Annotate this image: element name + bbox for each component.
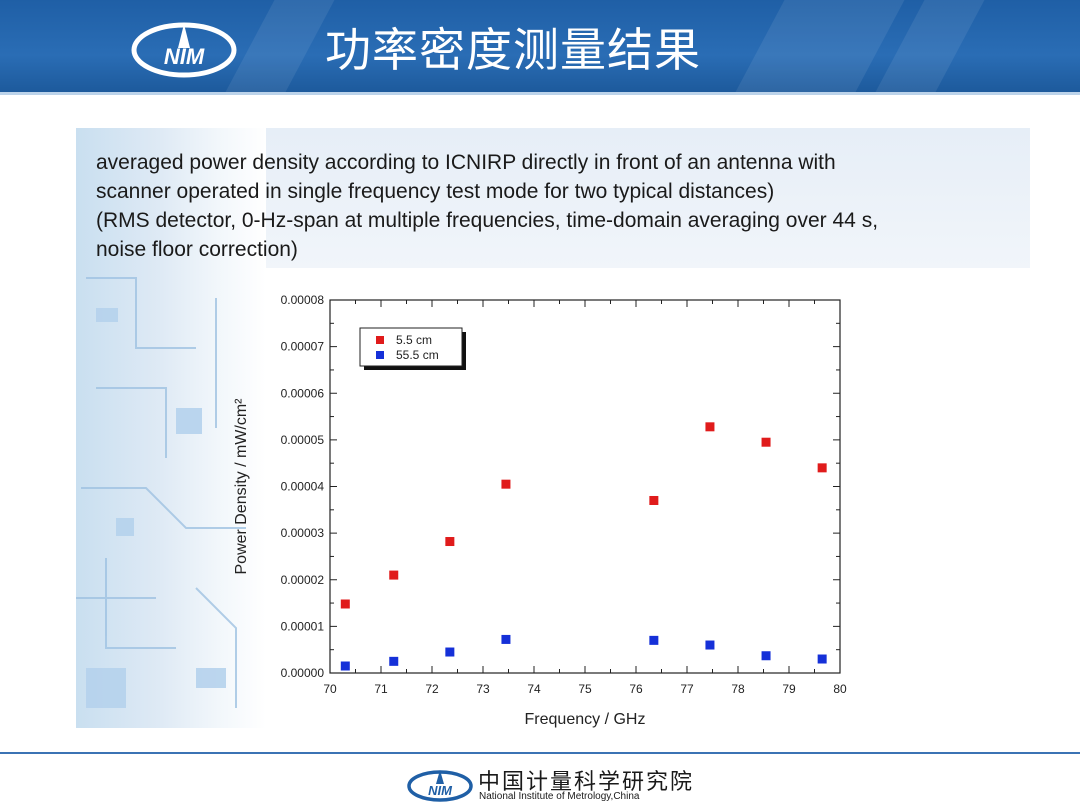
description-line: noise floor correction) — [96, 238, 298, 261]
data-point-far — [705, 640, 715, 650]
x-tick-label: 77 — [680, 682, 694, 696]
x-tick-label: 74 — [527, 682, 541, 696]
data-point-far — [389, 656, 399, 666]
data-point-far — [817, 654, 827, 664]
data-point-near — [649, 495, 659, 505]
y-tick-label: 0.00002 — [281, 573, 325, 587]
description-line: averaged power density according to ICNI… — [96, 151, 836, 174]
legend-marker — [376, 351, 384, 359]
data-point-near — [761, 437, 771, 447]
x-axis-label: Frequency / GHz — [525, 711, 646, 728]
circuit-board-decoration — [76, 128, 266, 728]
x-tick-label: 71 — [374, 682, 388, 696]
legend-marker — [376, 336, 384, 344]
nim-footer-logo-icon: NIM — [407, 770, 473, 802]
y-axis-label: Power Density / mW/cm² — [233, 398, 250, 575]
y-tick-label: 0.00007 — [281, 340, 325, 354]
data-point-near — [501, 479, 511, 489]
y-tick-label: 0.00001 — [281, 619, 325, 633]
data-point-far — [340, 661, 350, 671]
nim-logo-icon: NIM — [131, 22, 237, 78]
y-tick-label: 0.00003 — [281, 526, 325, 540]
data-point-near — [340, 599, 350, 609]
data-point-far — [501, 634, 511, 644]
x-tick-label: 80 — [833, 682, 847, 696]
institute-name-en: National Institute of Metrology,China — [479, 791, 640, 802]
y-tick-label: 0.00004 — [281, 480, 325, 494]
data-point-near — [817, 463, 827, 473]
data-point-near — [705, 422, 715, 432]
x-tick-label: 72 — [425, 682, 439, 696]
y-tick-label: 0.00005 — [281, 433, 325, 447]
x-tick-label: 75 — [578, 682, 592, 696]
legend-label: 5.5 cm — [396, 333, 432, 347]
data-point-near — [389, 570, 399, 580]
svg-text:NIM: NIM — [428, 783, 453, 798]
description-line: scanner operated in single frequency tes… — [96, 180, 775, 203]
institute-name-cn: 中国计量科学研究院 — [478, 770, 695, 795]
y-tick-label: 0.00006 — [281, 386, 325, 400]
legend-box — [359, 327, 463, 367]
description-text: averaged power density according to ICNI… — [96, 148, 1026, 264]
description-line: (RMS detector, 0-Hz-span at multiple fre… — [96, 209, 879, 232]
y-tick-label: 0.00000 — [281, 666, 325, 680]
data-point-far — [649, 635, 659, 645]
x-tick-label: 70 — [323, 682, 337, 696]
legend-label: 55.5 cm — [396, 348, 439, 362]
x-tick-label: 78 — [731, 682, 745, 696]
footer-divider — [0, 752, 1080, 754]
page-title: 功率密度测量结果 — [325, 23, 701, 77]
y-tick-label: 0.00008 — [281, 293, 325, 307]
banner-underline — [0, 92, 1080, 95]
data-point-far — [445, 647, 455, 657]
x-tick-label: 76 — [629, 682, 643, 696]
svg-text:NIM: NIM — [164, 44, 205, 69]
x-tick-label: 79 — [782, 682, 796, 696]
power-density-chart: 70 71 72 73 74 75 76 77 78 79 80 0.00000 0.00001 0.00… — [233, 293, 847, 728]
data-point-near — [445, 537, 455, 547]
data-point-far — [761, 651, 771, 661]
x-tick-label: 73 — [476, 682, 490, 696]
